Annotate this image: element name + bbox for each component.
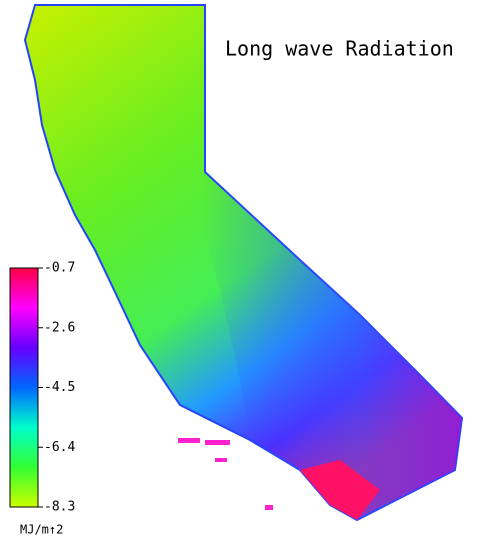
colorbar: -0.7 -2.6 -4.5 -6.4 -8.3 MJ/m↑2 [9, 261, 75, 537]
colorbar-ramp [9, 267, 39, 508]
colorbar-tick-label: -4.5 [44, 380, 75, 395]
state-shape [23, 4, 464, 522]
colorbar-tick-label: -8.3 [44, 500, 75, 515]
colorbar-tick-label: -0.7 [44, 261, 75, 276]
colorbar-tick-label: -6.4 [44, 440, 75, 455]
colorbar-unit: MJ/m↑2 [20, 523, 63, 537]
colorbar-tick-label: -2.6 [44, 320, 75, 335]
map-title: Long wave Radiation [225, 37, 454, 61]
